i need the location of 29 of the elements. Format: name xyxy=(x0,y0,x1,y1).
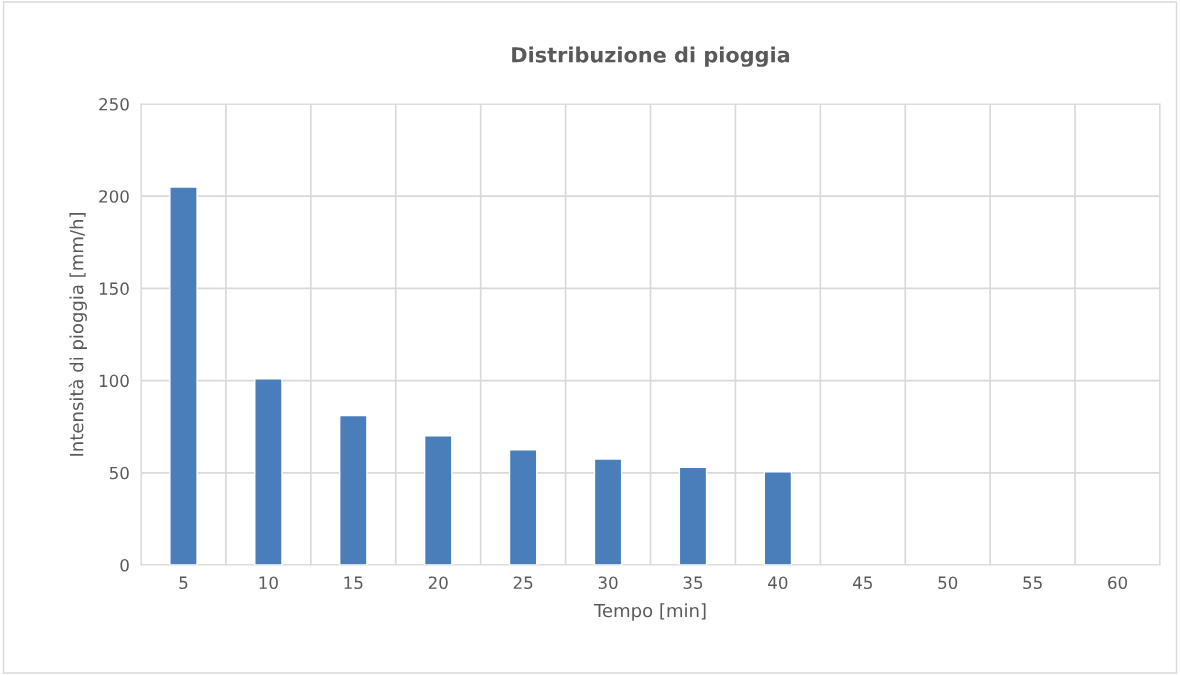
x-tick-label: 60 xyxy=(1108,576,1128,590)
y-tick-label: 0 xyxy=(120,558,129,572)
x-tick-label: 40 xyxy=(768,576,788,590)
x-tick-label: 5 xyxy=(179,576,188,590)
bar xyxy=(678,466,708,565)
x-tick-label: 35 xyxy=(683,576,703,590)
x-tick-label: 20 xyxy=(428,576,448,590)
x-axis-title: Tempo [min] xyxy=(593,603,706,621)
chart-title: Distribuzione di pioggia xyxy=(512,46,790,67)
bar xyxy=(169,186,198,565)
y-tick-label: 150 xyxy=(99,282,129,295)
x-tick-label: 30 xyxy=(598,576,618,590)
y-axis-title: Intensità di pioggia [mm/h] xyxy=(68,213,87,456)
x-tick-label: 50 xyxy=(938,576,958,590)
y-tick-label: 200 xyxy=(99,190,129,203)
x-tick-label: 25 xyxy=(513,576,533,590)
bar xyxy=(254,378,283,565)
bar xyxy=(593,458,623,565)
bar xyxy=(508,449,538,565)
x-tick-label: 10 xyxy=(259,576,278,590)
y-tick-label: 50 xyxy=(109,466,129,480)
bar xyxy=(423,435,453,565)
x-tick-label: 15 xyxy=(344,576,363,590)
x-tick-label: 55 xyxy=(1023,576,1042,590)
bar xyxy=(339,414,368,565)
y-tick-label: 250 xyxy=(99,97,129,111)
bar xyxy=(763,471,793,565)
y-tick-label: 100 xyxy=(99,374,129,388)
x-tick-label: 45 xyxy=(853,576,872,590)
